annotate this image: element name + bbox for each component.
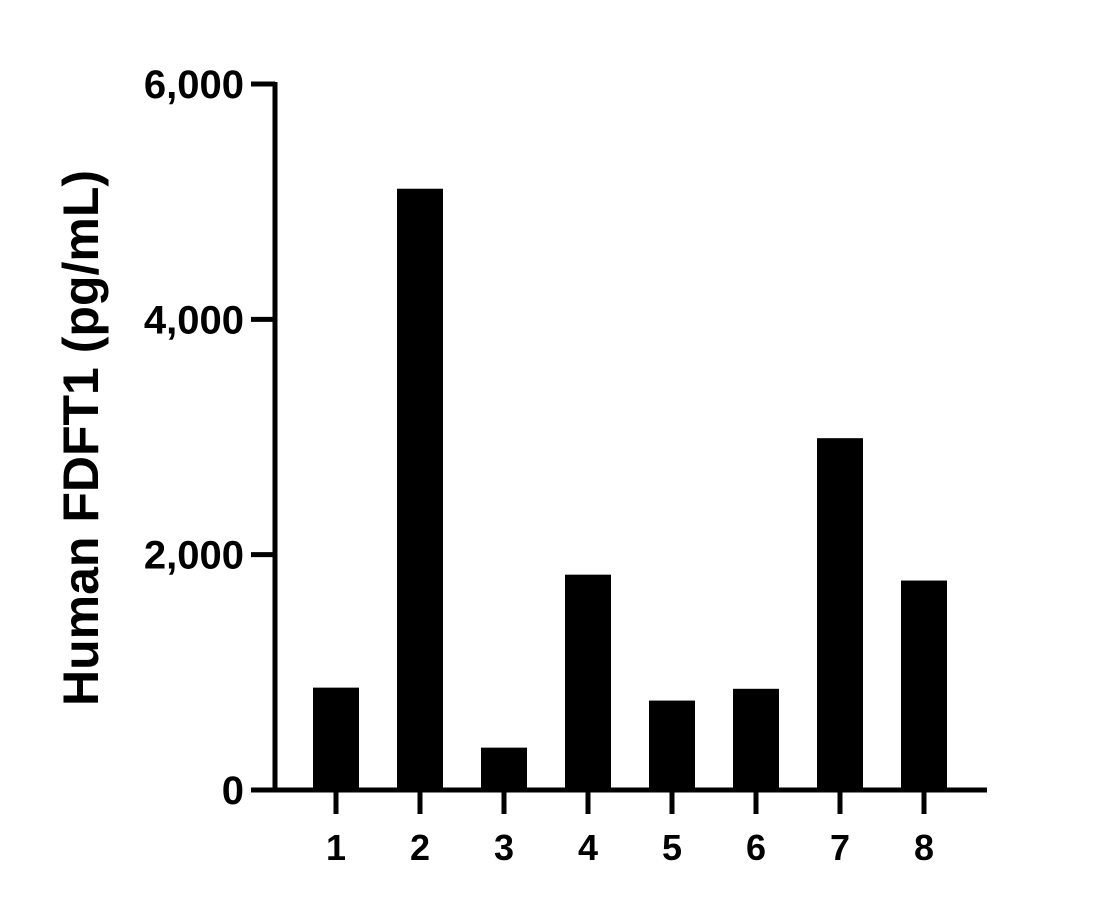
bar-2: [397, 188, 443, 790]
x-tick-label: 2: [410, 827, 430, 868]
x-tick-label: 5: [662, 827, 682, 868]
x-tick-label: 8: [914, 827, 934, 868]
x-tick-label: 1: [326, 827, 346, 868]
bars-group: [313, 188, 947, 790]
bar-3: [481, 747, 527, 790]
bar-7: [817, 438, 863, 790]
y-tick-label: 4,000: [144, 298, 244, 342]
x-tick-label: 3: [494, 827, 514, 868]
bar-5: [649, 700, 695, 790]
x-axis: 1 2 3 4 5 6 7 8: [251, 787, 987, 868]
y-axis: 0 2,000 4,000 6,000: [144, 63, 278, 813]
y-tick-label: 2,000: [144, 534, 244, 578]
y-axis-title: Human FDFT1 (pg/mL): [53, 170, 109, 706]
bar-1: [313, 687, 359, 790]
x-tick-label: 6: [746, 827, 766, 868]
y-tick-label: 6,000: [144, 63, 244, 107]
bar-8: [901, 580, 947, 790]
y-tick-label: 0: [222, 769, 244, 813]
x-tick-label: 7: [830, 827, 850, 868]
bar-6: [733, 688, 779, 790]
bar-4: [565, 574, 611, 790]
x-tick-label: 4: [578, 827, 598, 868]
